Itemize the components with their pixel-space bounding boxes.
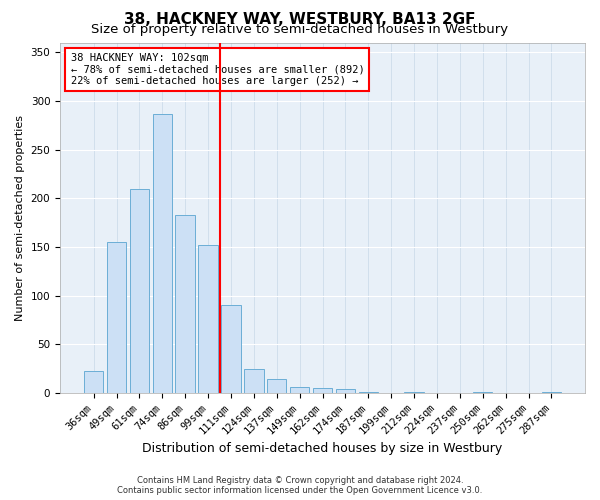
Bar [313, 388, 332, 393]
Bar [152, 114, 172, 393]
Bar [473, 392, 493, 393]
Bar [359, 392, 378, 393]
Bar [404, 392, 424, 393]
Bar [244, 369, 263, 393]
X-axis label: Distribution of semi-detached houses by size in Westbury: Distribution of semi-detached houses by … [142, 442, 503, 455]
Bar [335, 389, 355, 393]
Text: Contains HM Land Registry data © Crown copyright and database right 2024.
Contai: Contains HM Land Registry data © Crown c… [118, 476, 482, 495]
Text: 38 HACKNEY WAY: 102sqm
← 78% of semi-detached houses are smaller (892)
22% of se: 38 HACKNEY WAY: 102sqm ← 78% of semi-det… [71, 53, 364, 86]
Bar [267, 380, 286, 393]
Bar [542, 392, 561, 393]
Bar [221, 304, 241, 393]
Bar [175, 215, 195, 393]
Bar [199, 245, 218, 393]
Text: 38, HACKNEY WAY, WESTBURY, BA13 2GF: 38, HACKNEY WAY, WESTBURY, BA13 2GF [124, 12, 476, 28]
Bar [107, 242, 126, 393]
Text: Size of property relative to semi-detached houses in Westbury: Size of property relative to semi-detach… [91, 22, 509, 36]
Bar [130, 188, 149, 393]
Bar [84, 370, 103, 393]
Bar [290, 388, 310, 393]
Y-axis label: Number of semi-detached properties: Number of semi-detached properties [15, 115, 25, 321]
